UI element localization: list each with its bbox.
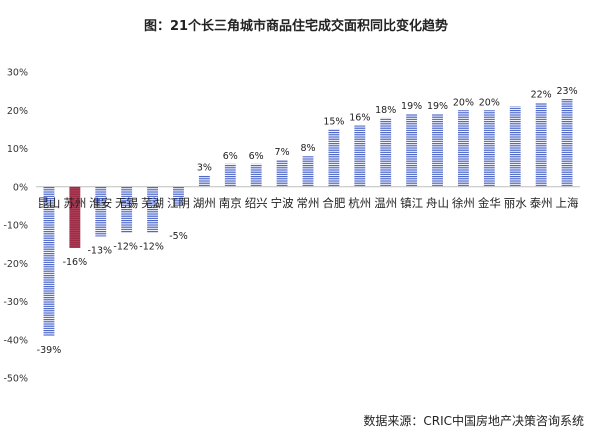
y-tick-label: -20% (3, 259, 28, 270)
category-label: 绍兴 (245, 196, 268, 210)
data-label: 19% (427, 101, 448, 112)
y-tick-label: -10% (3, 221, 28, 232)
bar (354, 125, 366, 187)
category-label: 舟山 (426, 196, 449, 210)
bar (535, 102, 547, 187)
bar (250, 163, 262, 187)
category-label: 芜湖 (141, 196, 164, 210)
y-tick-label: 20% (7, 106, 28, 117)
data-label: -16% (63, 257, 88, 268)
y-tick-label: 30% (7, 68, 28, 79)
data-label: 16% (349, 113, 370, 124)
data-label: 6% (223, 151, 238, 162)
bar (328, 129, 340, 187)
category-label: 徐州 (452, 196, 475, 210)
category-label: 湖州 (193, 196, 216, 210)
bar (95, 186, 107, 237)
category-label: 江阴 (167, 196, 190, 210)
data-label: -5% (169, 231, 188, 242)
category-label: 丽水 (504, 196, 527, 210)
data-label: 22% (531, 90, 552, 101)
y-tick-label: 10% (7, 144, 28, 155)
data-label: -13% (87, 245, 112, 256)
bar (69, 186, 81, 248)
category-label: 苏州 (63, 196, 86, 210)
category-label: 宁波 (271, 196, 294, 210)
category-label: 合肥 (322, 196, 345, 210)
data-label: -39% (37, 345, 62, 356)
bar (406, 114, 418, 187)
y-tick-label: 0% (13, 182, 28, 193)
bar (224, 163, 236, 187)
category-label: 昆山 (37, 196, 60, 210)
bar (198, 175, 210, 187)
data-label: -12% (139, 242, 164, 253)
bar (121, 186, 133, 233)
data-label: 3% (197, 162, 212, 173)
bar (561, 98, 573, 187)
data-label: 15% (323, 116, 344, 127)
bar (43, 186, 55, 336)
category-label: 温州 (374, 196, 397, 210)
source-note: 数据来源：CRIC中国房地产决策咨询系统 (363, 413, 584, 428)
data-labels: -39%-16%-13% -12% -12%-5%3%6% 6% 7% 8%15% 16%1… (37, 86, 578, 356)
y-tick-label: -40% (3, 335, 28, 346)
data-label: 18% (375, 105, 396, 116)
category-label: 无锡 (115, 196, 138, 210)
bar (483, 110, 495, 187)
category-label: 常州 (297, 196, 320, 210)
category-label: 淮安 (89, 196, 112, 210)
category-labels: 昆山 苏州 淮安 无锡 芜湖 江阴 湖州 南京 绍兴 宁波 常州 合肥 杭州 温州 镇江 舟山 徐州 金华 丽水 泰州… (37, 196, 579, 210)
category-label: 南京 (219, 196, 242, 210)
y-tick-label: -50% (3, 374, 28, 385)
data-label: 19% (401, 101, 422, 112)
data-label: 8% (300, 143, 315, 154)
bar (147, 186, 159, 233)
category-label: 金华 (478, 196, 501, 210)
category-label: 上海 (556, 196, 579, 210)
category-label: 杭州 (348, 196, 371, 210)
bar (432, 114, 443, 187)
bar (302, 156, 314, 187)
bar-series (43, 98, 573, 336)
data-label: -12% (113, 242, 138, 253)
data-label: 7% (275, 147, 290, 158)
bar (276, 159, 288, 187)
data-label: 23% (556, 86, 577, 97)
y-tick-label: -30% (3, 297, 28, 308)
bar (509, 106, 521, 187)
bar (173, 186, 184, 206)
bar (380, 117, 392, 187)
category-label: 泰州 (530, 196, 553, 210)
y-axis: 30% 20% 10% 0% -10% -20% -30% -40% -50% (3, 68, 28, 385)
chart-title: 图：21个长三角城市商品住宅成交面积同比变化趋势 (144, 18, 448, 34)
data-label: 6% (249, 151, 264, 162)
data-label: 20% (453, 97, 474, 108)
bar (457, 110, 469, 187)
category-label: 镇江 (400, 196, 423, 210)
data-label: 20% (479, 97, 500, 108)
